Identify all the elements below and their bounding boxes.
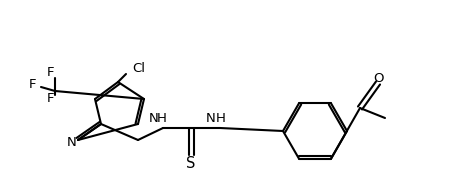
Text: F: F — [47, 93, 55, 106]
Text: N: N — [149, 112, 159, 125]
Text: N: N — [206, 112, 216, 125]
Text: O: O — [373, 72, 383, 85]
Text: F: F — [29, 79, 37, 92]
Text: N: N — [67, 137, 77, 150]
Text: F: F — [47, 67, 55, 80]
Text: H: H — [157, 112, 167, 125]
Text: H: H — [216, 112, 226, 125]
Text: S: S — [186, 157, 196, 171]
Text: Cl: Cl — [132, 61, 145, 74]
